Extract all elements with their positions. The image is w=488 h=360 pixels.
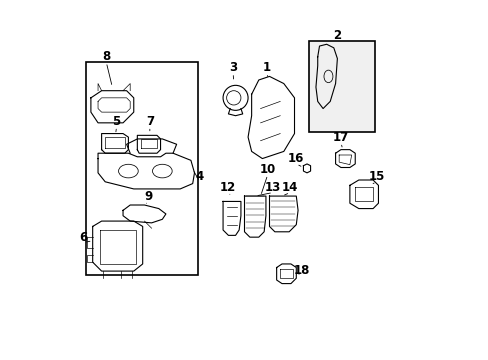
Bar (308, 41, 374, 132)
Text: 1: 1 (262, 61, 270, 74)
Text: 6: 6 (80, 231, 88, 244)
Text: 10: 10 (259, 163, 275, 176)
Text: 14: 14 (282, 181, 298, 194)
Text: 4: 4 (195, 170, 203, 183)
Text: 8: 8 (102, 50, 110, 63)
Text: 2: 2 (333, 29, 341, 42)
Text: 18: 18 (293, 264, 309, 276)
Bar (85, 62, 198, 275)
Text: 7: 7 (145, 114, 154, 127)
Text: 17: 17 (332, 131, 348, 144)
Text: 3: 3 (228, 61, 237, 74)
Text: 5: 5 (112, 114, 121, 127)
Text: 9: 9 (144, 190, 153, 203)
Text: 15: 15 (368, 170, 384, 183)
Text: 13: 13 (264, 181, 281, 194)
Text: 16: 16 (287, 152, 304, 165)
Text: 12: 12 (219, 181, 235, 194)
